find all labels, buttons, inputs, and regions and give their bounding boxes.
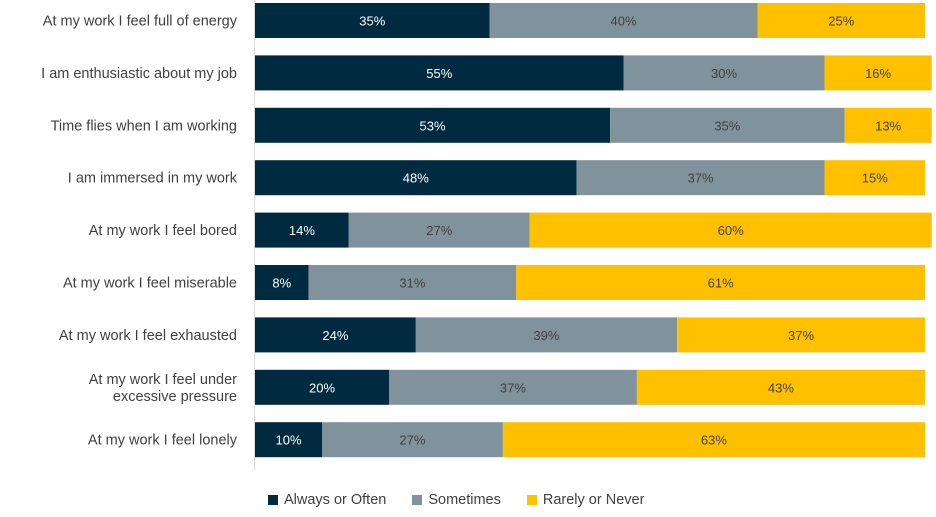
bar-segment-always-or-often xyxy=(255,107,611,143)
bar-segment-always-or-often xyxy=(255,55,624,91)
bar-segment-always-or-often xyxy=(255,212,349,248)
bar-segment-rarely-or-never xyxy=(824,55,932,91)
bar-segment-always-or-often xyxy=(255,160,577,196)
bar-segment-sometimes xyxy=(389,369,637,405)
bar-segment-sometimes xyxy=(348,212,530,248)
data-label-always-or-often: 14% xyxy=(289,223,315,238)
bar-segment-always-or-often xyxy=(255,422,322,458)
bar-segment-always-or-often xyxy=(255,265,309,300)
data-label-rarely-or-never: 63% xyxy=(701,433,727,448)
bar-segment-rarely-or-never xyxy=(502,422,925,458)
category-label: I am enthusiastic about my job xyxy=(41,66,237,82)
legend-label-rarely-or-never: Rarely or Never xyxy=(542,492,645,508)
category-label: I am immersed in my work xyxy=(68,171,238,187)
bar-segment-rarely-or-never xyxy=(824,160,925,196)
data-label-sometimes: 35% xyxy=(714,118,740,133)
legend-swatch-sometimes xyxy=(412,495,423,505)
bar-segment-always-or-often xyxy=(255,369,389,405)
data-label-rarely-or-never: 61% xyxy=(708,276,734,291)
bar-segment-always-or-often xyxy=(255,317,416,353)
bar-segment-sometimes xyxy=(576,160,825,196)
data-label-sometimes: 37% xyxy=(500,380,526,395)
data-label-sometimes: 37% xyxy=(688,171,714,186)
bar-segment-sometimes xyxy=(322,422,503,458)
data-label-sometimes: 30% xyxy=(711,66,737,81)
category-labels: At my work I feel full of energy I am ent… xyxy=(41,14,238,449)
category-label: At my work I feel exhausted xyxy=(59,328,237,344)
bar-segment-rarely-or-never xyxy=(757,3,925,38)
category-label: At my work I feel bored xyxy=(89,223,237,239)
data-label-sometimes: 27% xyxy=(399,433,425,448)
stacked-bar-chart: 35% 40% 25% 55% 30% 16% 53% 35% 13% 48% 37% 15% 14% 2… xyxy=(41,0,932,471)
data-label-rarely-or-never: 13% xyxy=(875,118,901,133)
legend-item-sometimes: Sometimes xyxy=(412,492,501,508)
legend-swatch-rarely-or-never xyxy=(526,495,537,505)
data-label-rarely-or-never: 25% xyxy=(828,14,854,29)
data-label-sometimes: 31% xyxy=(399,276,425,291)
data-label-always-or-often: 10% xyxy=(275,433,301,448)
data-label-always-or-often: 48% xyxy=(403,171,429,186)
category-label: At my work I feel miserable xyxy=(63,276,237,292)
data-label-always-or-often: 35% xyxy=(359,14,385,29)
data-label-rarely-or-never: 37% xyxy=(788,328,814,343)
category-label: At my work I feel under excessive pressur… xyxy=(89,372,237,405)
bar-segment-sometimes xyxy=(489,3,758,38)
bar-segment-rarely-or-never xyxy=(844,107,932,143)
legend-item-rarely-or-never: Rarely or Never xyxy=(526,492,645,508)
bar-segment-rarely-or-never xyxy=(516,265,925,300)
bar-segment-sometimes xyxy=(623,55,825,91)
data-label-always-or-often: 55% xyxy=(426,66,452,81)
data-label-always-or-often: 24% xyxy=(322,328,348,343)
bar-segment-sometimes xyxy=(415,317,678,353)
bar-segment-rarely-or-never xyxy=(529,212,932,248)
data-label-always-or-often: 8% xyxy=(272,276,291,291)
category-label: At my work I feel full of energy xyxy=(43,14,238,30)
data-label-always-or-often: 53% xyxy=(420,118,446,133)
data-label-rarely-or-never: 16% xyxy=(865,66,891,81)
bar-segment-sometimes xyxy=(308,265,517,300)
data-label-rarely-or-never: 43% xyxy=(768,380,794,395)
bar-segment-always-or-often xyxy=(255,3,490,38)
category-label: At my work I feel lonely xyxy=(88,433,238,449)
legend-label-sometimes: Sometimes xyxy=(428,492,501,508)
legend-item-always-or-often: Always or Often xyxy=(268,492,386,508)
data-label-always-or-often: 20% xyxy=(309,380,335,395)
bars-group: 35% 40% 25% 55% 30% 16% 53% 35% 13% 48% 37% 15% 14% 2… xyxy=(255,3,932,458)
legend: Always or Often Sometimes Rarely or Neve… xyxy=(268,492,644,508)
bar-segment-sometimes xyxy=(610,107,845,143)
data-label-rarely-or-never: 60% xyxy=(718,223,744,238)
data-label-sometimes: 40% xyxy=(610,14,636,29)
category-label: Time flies when I am working xyxy=(51,118,237,134)
bar-segment-rarely-or-never xyxy=(677,317,925,353)
legend-swatch-always-or-often xyxy=(268,495,278,505)
data-label-sometimes: 39% xyxy=(533,328,559,343)
bar-segment-rarely-or-never xyxy=(636,369,925,405)
legend-label-always-or-often: Always or Often xyxy=(284,492,387,508)
data-label-sometimes: 27% xyxy=(426,223,452,238)
data-label-rarely-or-never: 15% xyxy=(862,171,888,186)
